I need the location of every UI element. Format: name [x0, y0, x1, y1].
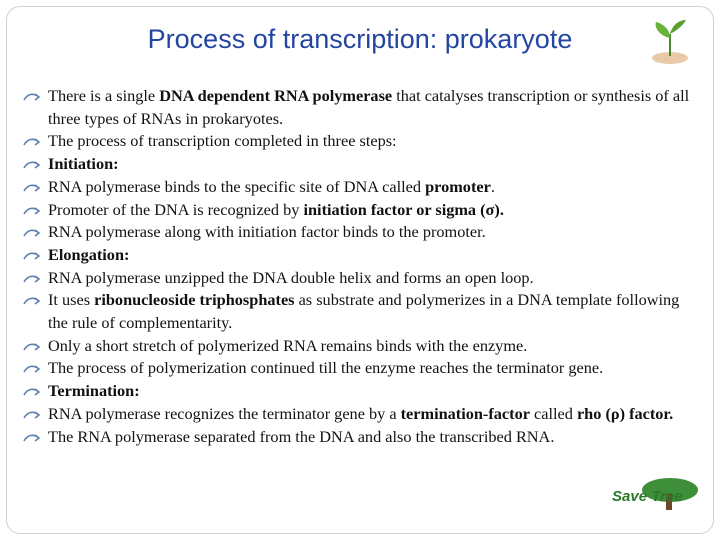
text: RNA polymerase binds to the specific sit…: [48, 176, 426, 196]
plant-icon: [652, 20, 688, 64]
bullet-marker: [23, 161, 41, 169]
bullet-item: RNA polymerase recognizes the terminator…: [22, 403, 702, 426]
logo-tree: [642, 478, 698, 510]
bold-text: promoter: [425, 176, 491, 196]
bullet-list: There is a single DNA dependent RNA poly…: [22, 85, 702, 448]
bold-text: DNA dependent RNA polymerase: [159, 86, 393, 105]
bullet-item: Only a short stretch of polymerized RNA …: [22, 335, 702, 358]
text: that catalyses transcription or synthesi…: [48, 86, 690, 128]
logo: Save Tree: [608, 476, 708, 516]
bullet-marker: [23, 297, 41, 305]
bullet-marker: [23, 138, 41, 147]
bullet-item: Promoter of the DNA is recognized by ini…: [22, 199, 702, 222]
bullet-marker: [23, 388, 41, 396]
bullet-item: The process of polymerization continued …: [22, 357, 702, 380]
bullet-marker: [23, 184, 41, 192]
bullet-item: The process of transcription completed i…: [22, 130, 702, 153]
text: RNA polymerase unzipped the DNA double h…: [48, 267, 534, 287]
bold-text: initiation factor or sigma (σ).: [303, 199, 504, 219]
text: There is a single: [48, 86, 160, 105]
text: Only a short stretch of polymerized RNA …: [48, 335, 528, 355]
text: RNA polymerase along with initiation fac…: [48, 222, 486, 242]
text: Promoter of the DNA is recognized by: [48, 199, 304, 219]
bold-text: Elongation:: [48, 244, 130, 264]
bullet-item: Termination:: [22, 380, 702, 403]
bullet-marker: [23, 93, 41, 101]
bullet-marker: [23, 206, 41, 215]
bold-text: ribonucleoside triphosphates: [94, 290, 295, 310]
bullet-marker: [23, 365, 41, 374]
bullet-marker: [23, 433, 41, 442]
text: RNA polymerase recognizes the terminator…: [48, 403, 401, 423]
text: .: [490, 176, 495, 196]
text: as substrate and polymerizes in a DNA te…: [48, 290, 680, 333]
bullet-marker: [23, 252, 41, 260]
bold-text: Initiation:: [48, 154, 119, 174]
logo-text: Save Tree: [612, 488, 683, 505]
bullet-item: The RNA polymerase separated from the DN…: [22, 426, 702, 449]
bullet-marker: [23, 411, 41, 419]
bold-text: Termination:: [48, 381, 140, 401]
bullet-marker: [23, 274, 41, 283]
bullet-item: Initiation:: [22, 153, 702, 176]
text: The RNA polymerase separated from the DN…: [48, 426, 555, 446]
bullet-marker: [23, 229, 41, 237]
bullet-item: RNA polymerase along with initiation fac…: [22, 221, 702, 244]
text: It uses: [48, 290, 95, 310]
slide-title: Process of transcription: prokaryote: [147, 24, 573, 54]
bold-text: rho (ρ) factor.: [576, 403, 674, 423]
bullet-marker: [23, 343, 41, 351]
bold-text: termination-factor: [400, 403, 530, 423]
slide-frame: [6, 6, 714, 534]
bullet-item: There is a single DNA dependent RNA poly…: [22, 85, 702, 130]
bullet-item: Elongation:: [22, 244, 702, 267]
text: The process of transcription completed i…: [48, 131, 397, 151]
bullet-item: RNA polymerase binds to the specific sit…: [22, 176, 702, 199]
bullet-item: It uses ribonucleoside triphosphates as …: [22, 289, 702, 334]
text: The process of polymerization continued …: [48, 358, 604, 378]
bullet-item: RNA polymerase unzipped the DNA double h…: [22, 267, 702, 290]
text: called: [529, 403, 577, 423]
